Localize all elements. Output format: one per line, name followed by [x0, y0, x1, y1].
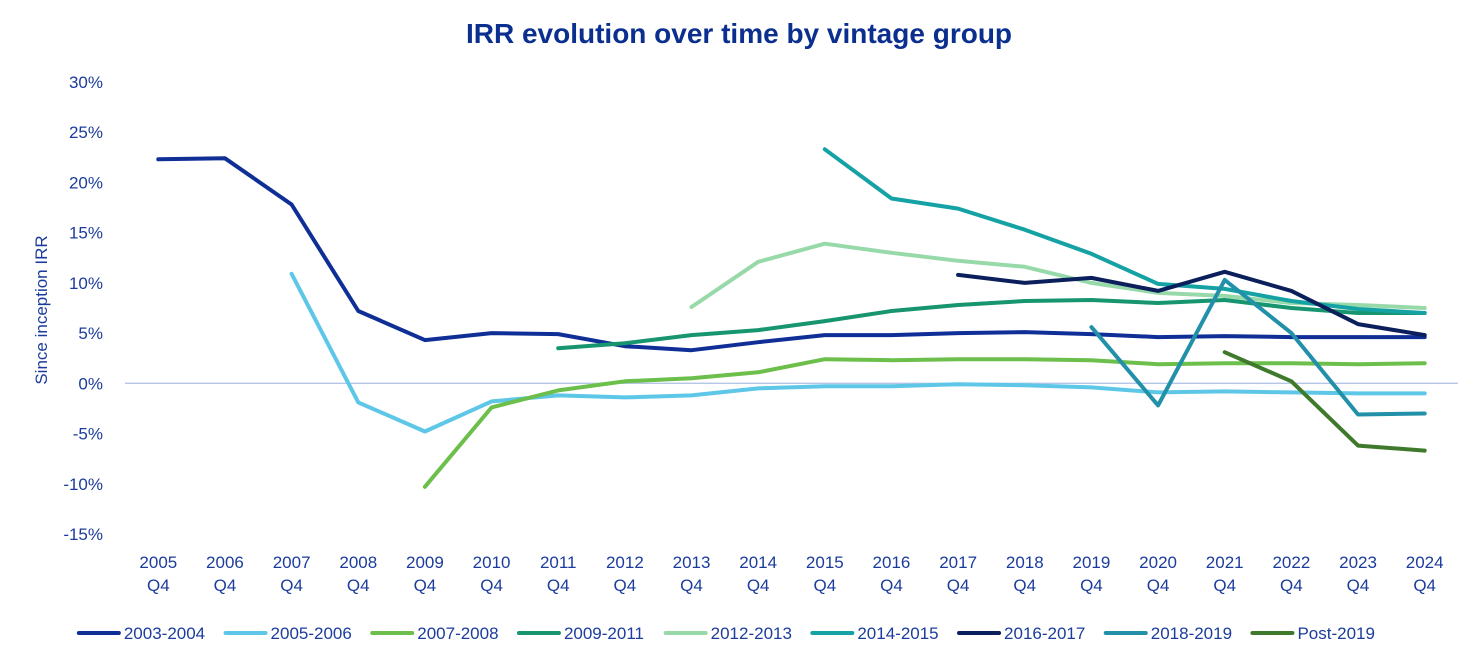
series-line-2016-2017 — [956, 269, 1427, 338]
series-line-2007-2008 — [422, 357, 1427, 489]
x-tick-label: 2005 Q4 — [139, 553, 177, 595]
y-tick-label: -15% — [63, 525, 103, 544]
x-tick-label: 2017 Q4 — [939, 553, 977, 595]
legend-label: 2012-2013 — [711, 624, 792, 643]
series-line-post-2019 — [1222, 350, 1427, 453]
y-tick-label: 30% — [69, 73, 103, 92]
x-tick-label: 2015 Q4 — [806, 553, 844, 595]
legend-item: 2014-2015 — [810, 624, 939, 643]
series-line-2003-2004 — [156, 156, 1427, 353]
y-tick-label: 25% — [69, 123, 103, 142]
legend-item: 2005-2006 — [223, 624, 352, 643]
legend-label: 2018-2019 — [1151, 624, 1232, 643]
x-tick-label: 2016 Q4 — [873, 553, 911, 595]
x-tick-label: 2024 Q4 — [1406, 553, 1444, 595]
x-tick-label: 2023 Q4 — [1339, 553, 1377, 595]
x-tick-label: 2013 Q4 — [673, 553, 711, 595]
legend-label: 2007-2008 — [417, 624, 498, 643]
legend-item: 2012-2013 — [663, 624, 792, 643]
y-tick-label: -10% — [63, 475, 103, 494]
y-tick-label: 5% — [78, 324, 103, 343]
legend-item: 2016-2017 — [957, 624, 1085, 643]
x-tick-label: 2007 Q4 — [273, 553, 311, 595]
legend-item: 2009-2011 — [516, 624, 644, 643]
series-line-2005-2006 — [289, 271, 1427, 434]
legend-item: 2018-2019 — [1103, 624, 1232, 643]
series-lines — [156, 147, 1427, 489]
legend-label: 2005-2006 — [271, 624, 352, 643]
y-axis-title: Since inception IRR — [32, 235, 51, 384]
series-line-2012-2013 — [689, 241, 1427, 310]
x-tick-label: 2010 Q4 — [473, 553, 511, 595]
x-tick-label: 2019 Q4 — [1073, 553, 1111, 595]
x-tick-label: 2011 Q4 — [540, 553, 577, 595]
y-tick-label: -5% — [73, 425, 103, 444]
series-line-2018-2019 — [1089, 277, 1427, 417]
x-tick-label: 2014 Q4 — [739, 553, 777, 595]
x-tick-label: 2009 Q4 — [406, 553, 444, 595]
legend-label: 2016-2017 — [1004, 624, 1085, 643]
legend-item: 2003-2004 — [76, 624, 205, 643]
x-tick-label: 2006 Q4 — [206, 553, 244, 595]
legend-label: Post-2019 — [1297, 624, 1375, 643]
legend-label: 2009-2011 — [564, 624, 644, 643]
y-tick-labels: -15% -10% -5% 0% 5% 10% 15% 20% 25% 30% — [63, 73, 103, 544]
series-line-2014-2015 — [822, 147, 1427, 315]
y-tick-label: 20% — [69, 173, 103, 192]
x-tick-label: 2021 Q4 — [1206, 553, 1244, 595]
legend-item: 2007-2008 — [370, 624, 499, 643]
legend-label: 2014-2015 — [857, 624, 938, 643]
x-tick-label: 2020 Q4 — [1139, 553, 1177, 595]
y-tick-label: 10% — [69, 274, 103, 293]
y-tick-label: 15% — [69, 224, 103, 243]
x-tick-label: 2012 Q4 — [606, 553, 644, 595]
chart-title: IRR evolution over time by vintage group — [465, 18, 1013, 49]
x-tick-label: 2022 Q4 — [1272, 553, 1310, 595]
legend: 2003-2004 2005-2006 2007-2008 2009-2011 2012… — [76, 624, 1375, 643]
legend-label: 2003-2004 — [124, 624, 205, 643]
x-tick-labels: 2005 Q4 2006 Q4 2007 Q4 2008 Q4 2009 Q4 2010 Q4 2011… — [139, 553, 1443, 595]
series-line-2009-2011 — [556, 298, 1427, 351]
legend-item: Post-2019 — [1250, 624, 1375, 643]
x-tick-label: 2008 Q4 — [339, 553, 377, 595]
y-tick-label: 0% — [78, 374, 103, 393]
x-tick-label: 2018 Q4 — [1006, 553, 1044, 595]
